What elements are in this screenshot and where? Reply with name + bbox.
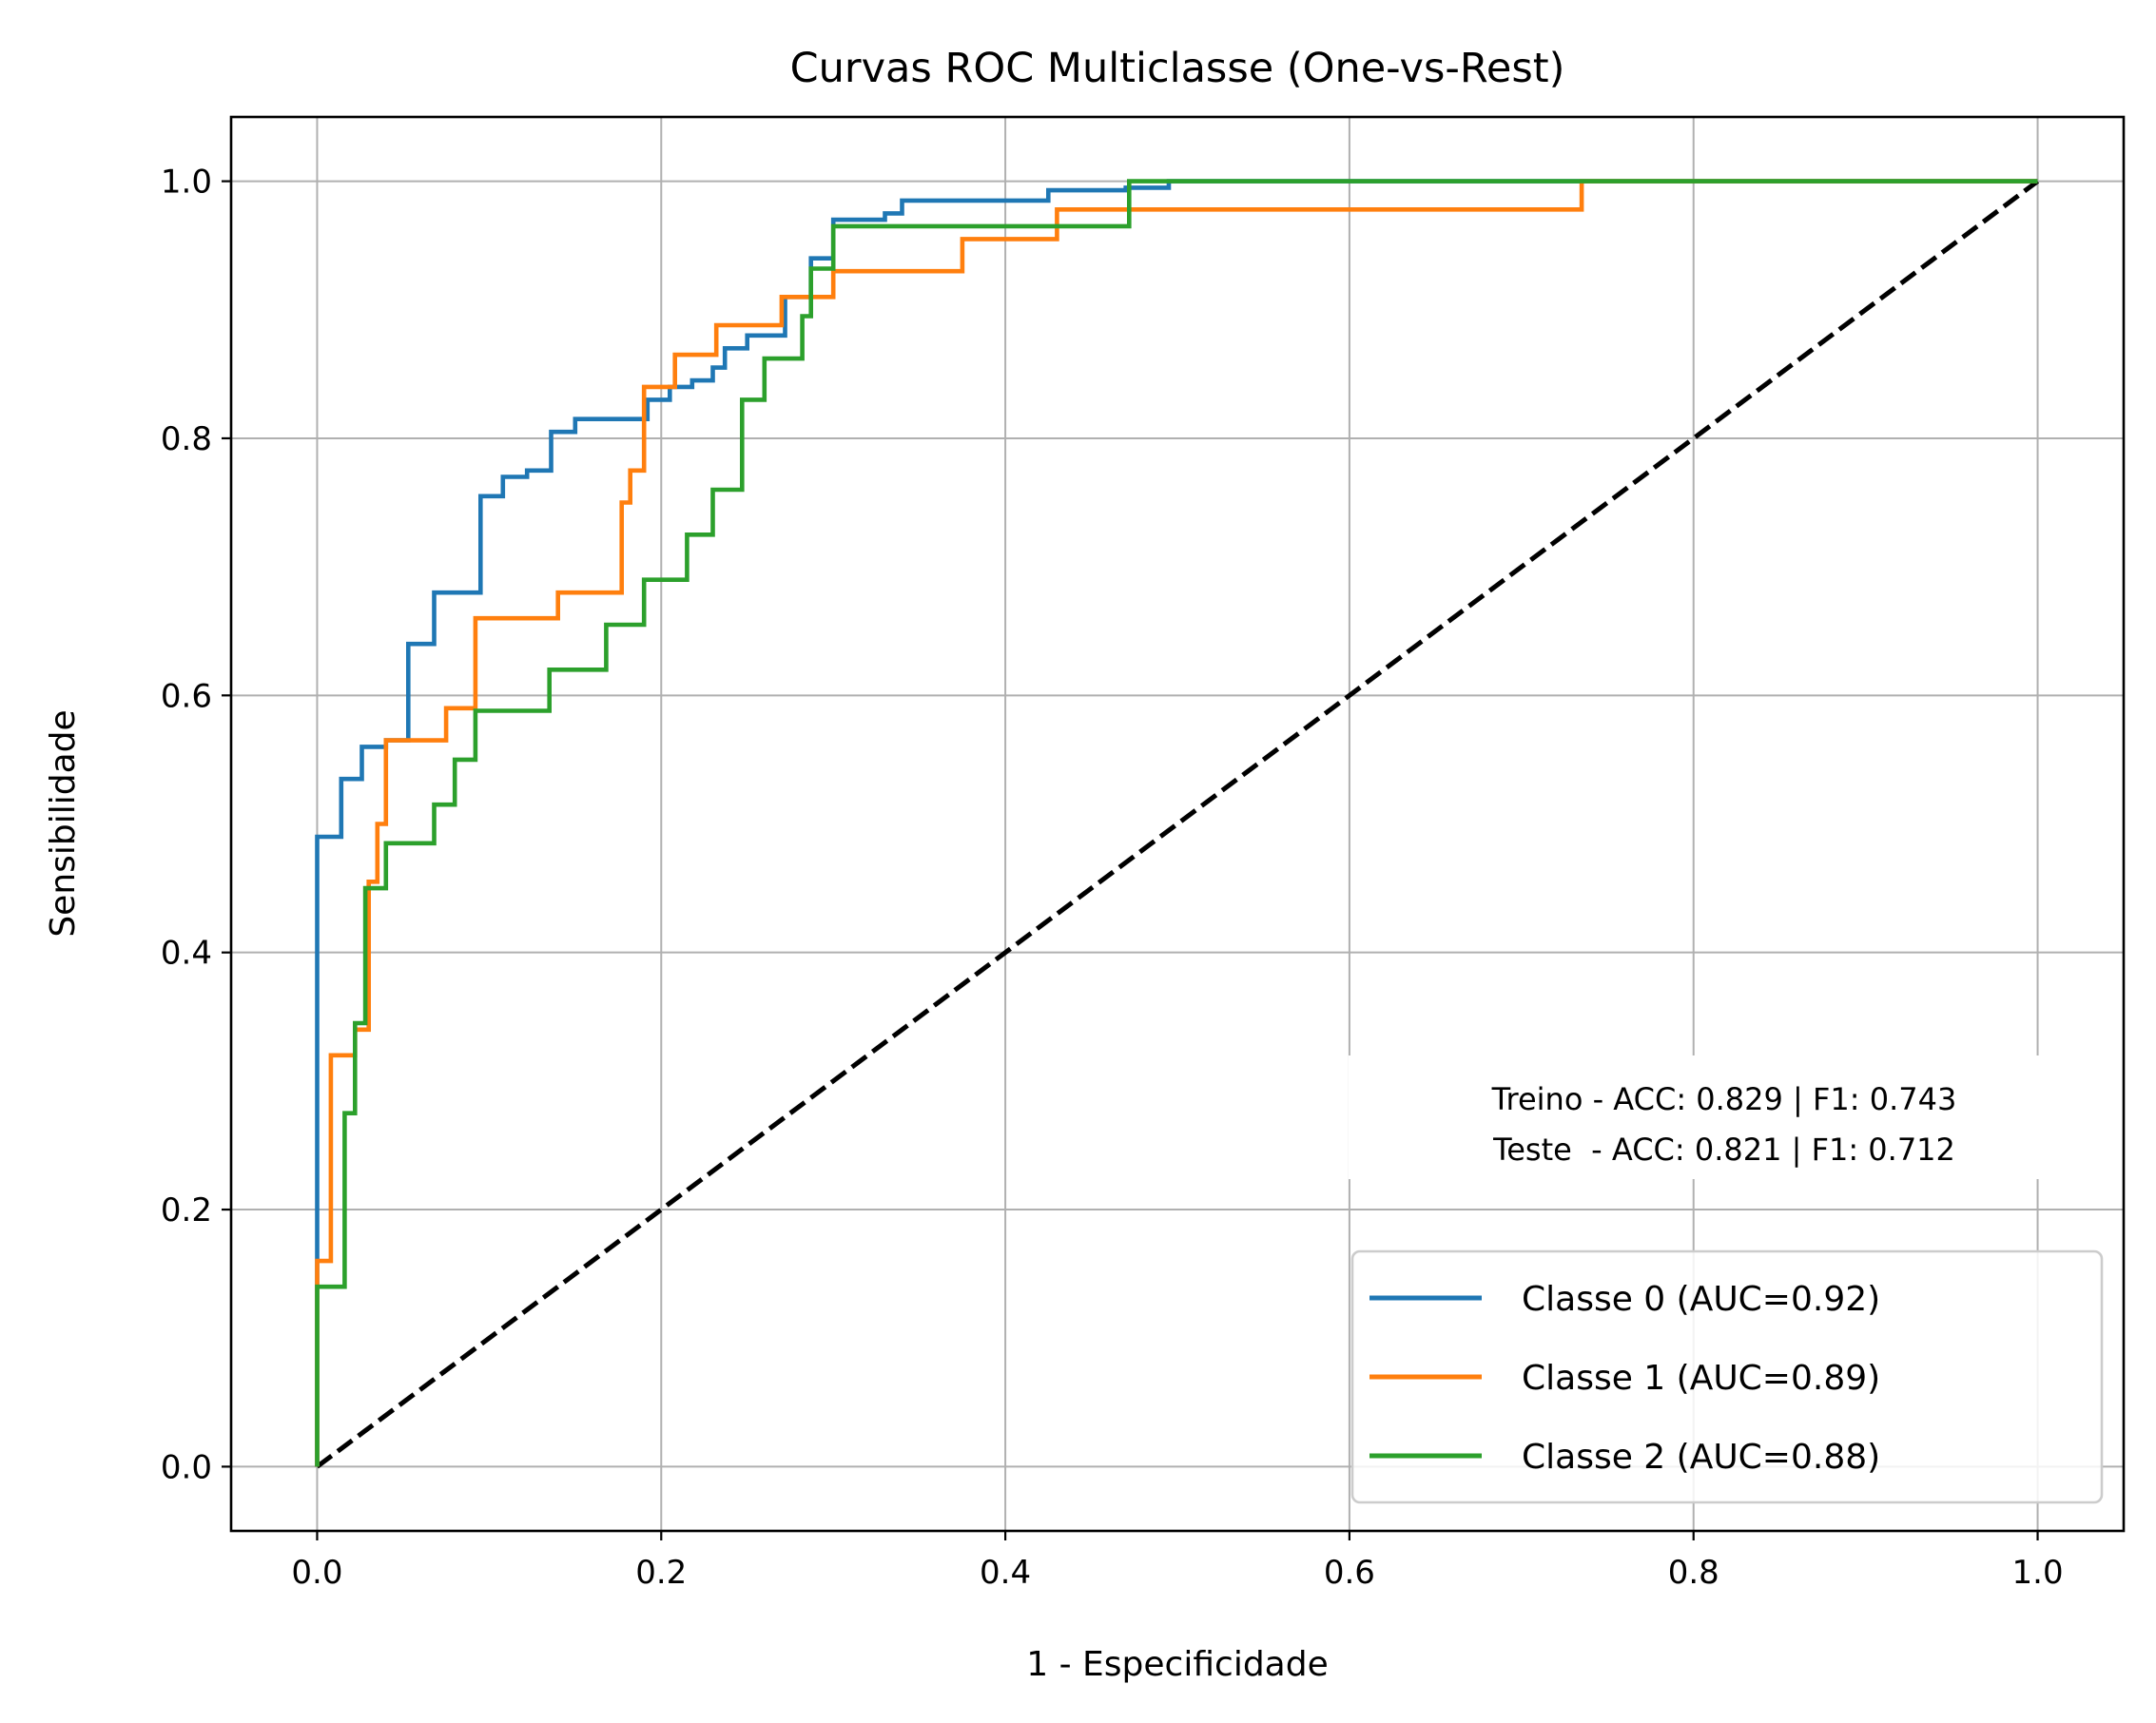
grid (231, 117, 2124, 1531)
legend-label-classe-0: Classe 0 (AUC=0.92) (1522, 1280, 1880, 1319)
axis-ticks: 0.0 0.2 0.4 0.6 0.8 1.0 0.0 0.2 0.4 0.6 0.8 1.0 (161, 164, 2064, 1592)
y-tick-label: 0.8 (161, 420, 212, 458)
roc-curve-classe-1 (315, 179, 2038, 1467)
legend-frame (1350, 1249, 2104, 1504)
x-tick-label: 1.0 (2012, 1554, 2064, 1592)
metrics-annotation: Treino - ACC: 0.829 | F1: 0.743 Teste - … (1349, 1055, 2100, 1179)
x-tick-label: 0.6 (1324, 1554, 1375, 1592)
x-tick-label: 0.8 (1668, 1554, 1719, 1592)
y-tick-label: 1.0 (161, 164, 212, 202)
plot-frame (229, 115, 2126, 1533)
legend: Classe 0 (AUC=0.92) Classe 1 (AUC=0.89) … (1350, 1249, 2104, 1504)
roc-curve-classe-2 (315, 179, 2038, 1467)
y-tick-label: 0.0 (161, 1448, 212, 1486)
x-tick-label: 0.4 (980, 1554, 1031, 1592)
annotation-line-treino: Treino - ACC: 0.829 | F1: 0.743 (1491, 1081, 1957, 1117)
diagonal-reference-line (315, 179, 2040, 1469)
annotation-background (1349, 1055, 2100, 1179)
legend-label-classe-2: Classe 2 (AUC=0.88) (1522, 1438, 1880, 1477)
y-axis-label: Sensibilidade (44, 709, 83, 937)
roc-series (315, 179, 2038, 1467)
x-tick-label: 0.0 (291, 1554, 342, 1592)
chart-title: Curvas ROC Multiclasse (One-vs-Rest) (790, 45, 1565, 92)
x-tick-label: 0.2 (635, 1554, 687, 1592)
x-axis-label: 1 - Especificidade (1026, 1645, 1328, 1684)
diagonal-reference (315, 179, 2040, 1469)
legend-label-classe-1: Classe 1 (AUC=0.89) (1522, 1359, 1880, 1398)
y-tick-label: 0.2 (161, 1191, 212, 1229)
y-tick-label: 0.4 (161, 935, 212, 973)
y-tick-label: 0.6 (161, 677, 212, 715)
annotation-line-teste: Teste - ACC: 0.821 | F1: 0.712 (1492, 1132, 1955, 1168)
